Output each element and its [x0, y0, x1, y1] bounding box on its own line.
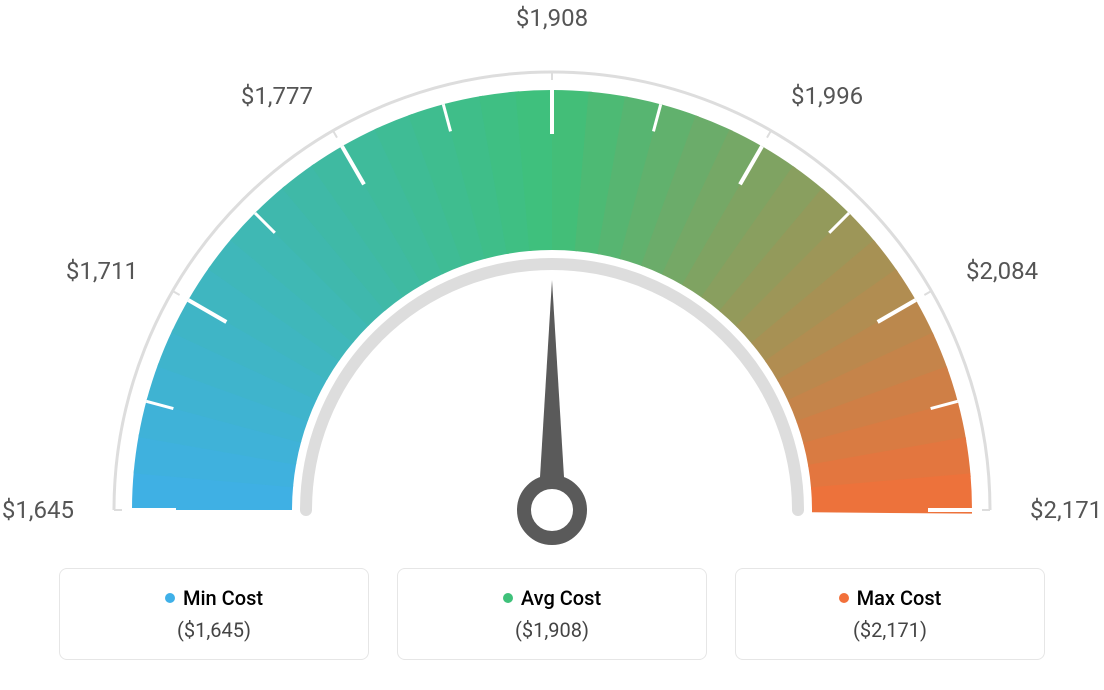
legend-dot-max	[839, 593, 849, 603]
legend-dot-min	[165, 593, 175, 603]
legend-card-avg: Avg Cost ($1,908)	[397, 568, 707, 660]
gauge-tick-label: $2,084	[966, 257, 1038, 285]
gauge-svg	[52, 40, 1052, 580]
gauge-tick-label: $1,711	[66, 257, 138, 285]
legend-label-max: Max Cost	[857, 586, 942, 610]
gauge-tick-label: $1,777	[241, 82, 313, 110]
gauge-tick-label: $1,645	[2, 496, 74, 524]
legend-card-max: Max Cost ($2,171)	[735, 568, 1045, 660]
legend-value-min: ($1,645)	[177, 618, 251, 642]
legend-label-min: Min Cost	[183, 586, 263, 610]
legend-label-avg: Avg Cost	[521, 586, 601, 610]
gauge-tick-label: $1,996	[791, 82, 863, 110]
legend-row: Min Cost ($1,645) Avg Cost ($1,908) Max …	[0, 568, 1104, 660]
legend-card-min: Min Cost ($1,645)	[59, 568, 369, 660]
legend-value-avg: ($1,908)	[515, 618, 589, 642]
gauge-chart: $1,645 $1,711 $1,777 $1,908 $1,996 $2,084 $2,1…	[0, 0, 1104, 560]
gauge-tick-label: $2,171	[1030, 496, 1102, 524]
legend-dot-avg	[503, 593, 513, 603]
legend-value-max: ($2,171)	[853, 618, 927, 642]
gauge-tick-label: $1,908	[516, 4, 588, 32]
